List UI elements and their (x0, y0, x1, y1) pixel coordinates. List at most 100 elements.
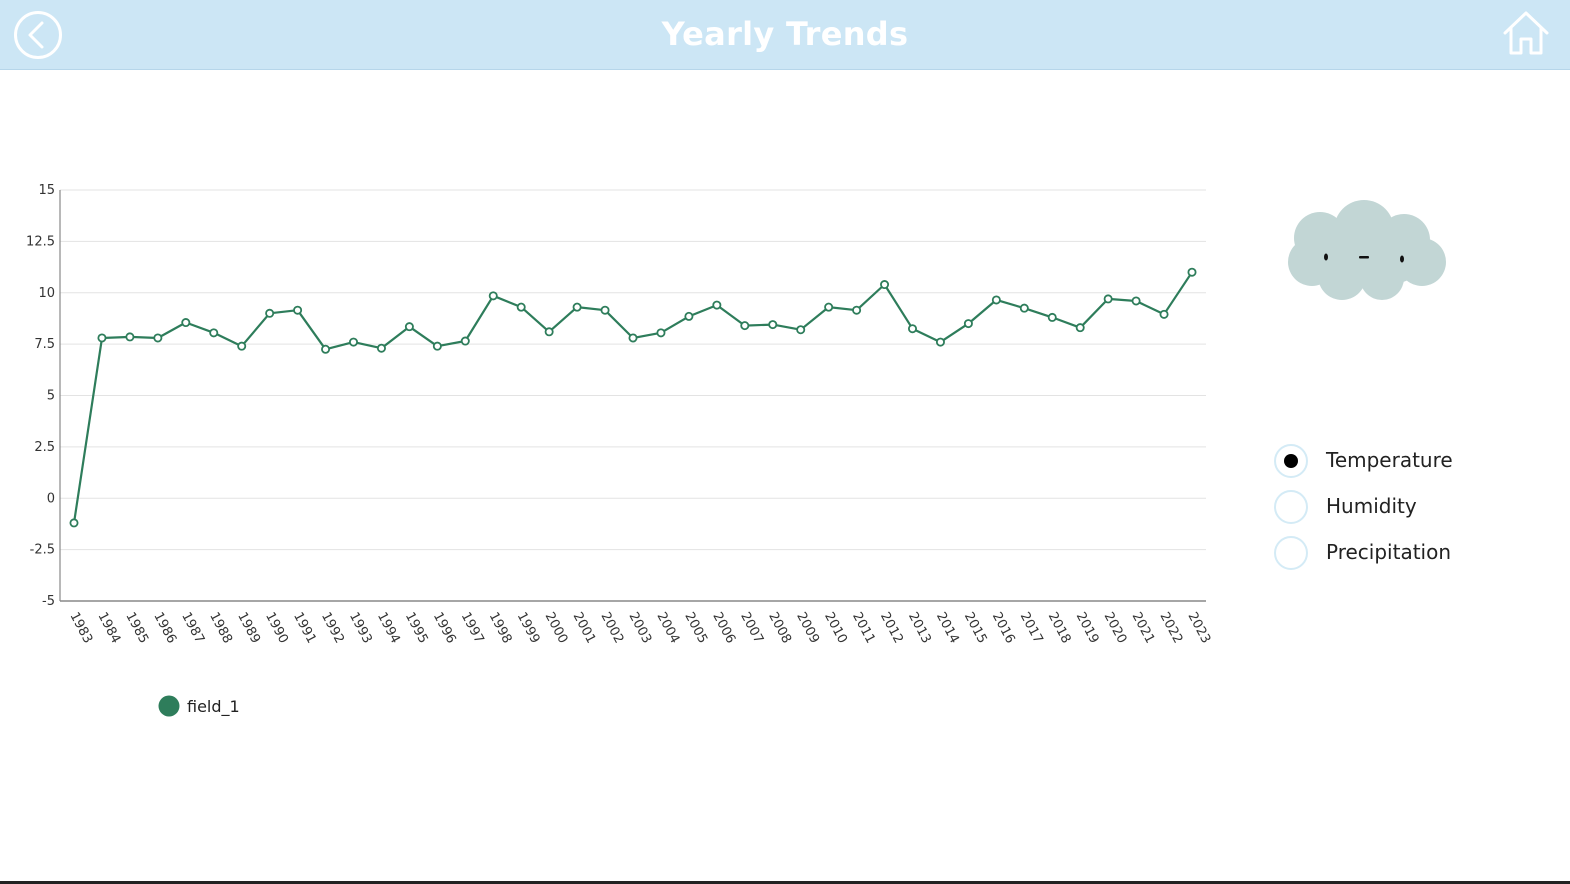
radio-label-precipitation: Precipitation (1326, 540, 1452, 564)
data-point (712, 300, 722, 310)
data-point (1103, 294, 1113, 304)
x-tick-label: 2012 (877, 610, 906, 646)
radio-label-temperature: Temperature (1326, 448, 1453, 472)
page-title: Yearly Trends (661, 15, 909, 53)
data-point (432, 341, 442, 351)
data-point (237, 341, 247, 351)
y-tick-label: 7.5 (34, 337, 55, 352)
x-tick-label: 2004 (653, 610, 682, 646)
x-tick-label: 1991 (290, 610, 319, 646)
data-point (572, 302, 582, 312)
y-tick-label: -2.5 (30, 543, 55, 558)
legend-marker (158, 695, 180, 717)
x-tick-label: 2007 (737, 610, 766, 646)
data-point (1047, 312, 1057, 322)
radio-precipitation[interactable]: Precipitation (1274, 535, 1514, 581)
legend-label: field_1 (187, 697, 240, 717)
x-tick-label: 2010 (821, 610, 850, 646)
data-point (991, 295, 1001, 305)
data-point (628, 333, 638, 343)
y-tick-label: 10 (38, 286, 55, 301)
data-point (544, 327, 554, 337)
y-tick-label: -5 (42, 594, 55, 609)
x-tick-label: 2021 (1129, 610, 1158, 646)
data-point (1019, 303, 1029, 313)
radio-selected-dot (1284, 454, 1298, 468)
metric-radio-group: Temperature Humidity Precipitation (1274, 443, 1514, 581)
x-tick-label: 2005 (681, 610, 710, 646)
data-point (265, 308, 275, 318)
y-tick-label: 12.5 (26, 234, 55, 249)
data-point (404, 322, 414, 332)
data-point (1131, 296, 1141, 306)
data-point (321, 344, 331, 354)
x-tick-label: 2017 (1017, 610, 1046, 646)
x-tick-label: 1987 (178, 610, 207, 646)
back-arrow-icon[interactable] (13, 10, 63, 60)
radio-button[interactable] (1274, 444, 1308, 478)
data-point (293, 305, 303, 315)
x-tick-label: 1998 (486, 610, 515, 646)
data-point (1159, 309, 1169, 319)
x-tick-label: 1994 (374, 610, 403, 646)
data-point (153, 333, 163, 343)
x-tick-label: 1990 (262, 610, 291, 646)
x-tick-label: 1989 (234, 610, 263, 646)
data-point (181, 318, 191, 328)
x-tick-label: 1983 (66, 610, 95, 646)
x-tick-label: 2023 (1184, 610, 1213, 646)
y-tick-label: 2.5 (34, 440, 55, 455)
radio-button[interactable] (1274, 490, 1308, 524)
y-tick-label: 0 (47, 491, 55, 506)
x-tick-label: 1999 (514, 610, 543, 646)
x-tick-label: 2002 (598, 610, 627, 646)
x-tick-label: 2014 (933, 610, 962, 646)
y-tick-label: 5 (47, 389, 55, 404)
data-point (852, 305, 862, 315)
radio-temperature[interactable]: Temperature (1274, 443, 1514, 489)
data-point (460, 336, 470, 346)
data-point (209, 328, 219, 338)
x-tick-label: 2001 (570, 610, 599, 646)
data-point (908, 324, 918, 334)
data-point (516, 302, 526, 312)
x-tick-label: 2008 (765, 610, 794, 646)
data-point (125, 332, 135, 342)
data-point (69, 518, 79, 528)
radio-button[interactable] (1274, 536, 1308, 570)
x-tick-label: 1988 (206, 610, 235, 646)
x-tick-label: 2013 (905, 610, 934, 646)
x-tick-label: 1993 (346, 610, 375, 646)
x-tick-label: 1992 (318, 610, 347, 646)
bottom-border (0, 881, 1570, 884)
data-point (600, 305, 610, 315)
data-point (656, 328, 666, 338)
x-tick-label: 1985 (122, 610, 151, 646)
data-point (348, 337, 358, 347)
data-point (880, 280, 890, 290)
radio-humidity[interactable]: Humidity (1274, 489, 1514, 535)
home-icon[interactable] (1502, 10, 1550, 56)
x-tick-label: 1995 (402, 610, 431, 646)
data-point (684, 311, 694, 321)
data-point (963, 319, 973, 329)
x-tick-label: 2018 (1045, 610, 1074, 646)
cloud-icon (1288, 200, 1446, 300)
x-tick-label: 2011 (849, 610, 878, 646)
x-tick-label: 2016 (989, 610, 1018, 646)
data-point (488, 291, 498, 301)
x-tick-label: 1986 (150, 610, 179, 646)
x-tick-label: 1997 (458, 610, 487, 646)
data-point (796, 325, 806, 335)
data-point (1075, 323, 1085, 333)
data-point (97, 333, 107, 343)
data-point (376, 343, 386, 353)
x-tick-label: 2019 (1073, 610, 1102, 646)
data-point (1187, 267, 1197, 277)
data-point (768, 320, 778, 330)
y-tick-label: 15 (38, 183, 55, 198)
top-bar: Yearly Trends (0, 0, 1570, 70)
data-point (935, 337, 945, 347)
x-tick-label: 2000 (542, 610, 571, 646)
